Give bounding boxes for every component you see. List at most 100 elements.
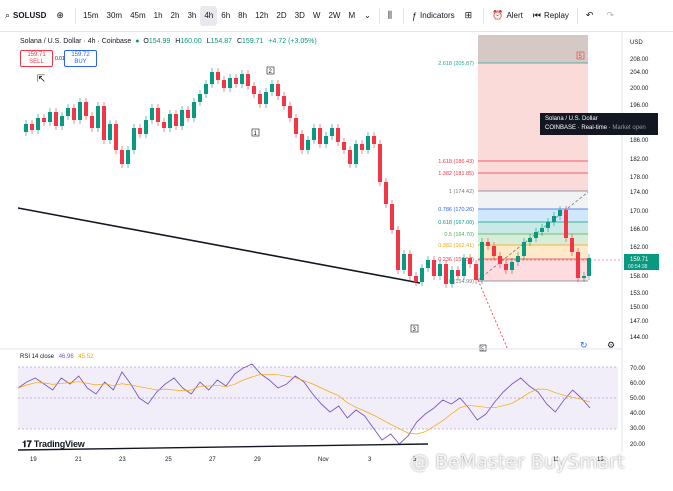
timeframe-1h[interactable]: 1h [153,11,163,20]
price-tick: 178.00 [630,175,649,181]
candle-body [192,102,196,118]
candle-body [258,94,262,104]
alert-label: Alert [506,11,523,20]
time-axis: 19 21 23 25 27 29 Nov 3 5 7 11 13 [0,452,620,468]
candle-body [276,84,280,96]
wave-label-box [266,66,275,75]
candle-body [558,210,562,216]
candle-body [408,254,412,276]
fib-label: 1.618 (186.43) [438,159,474,165]
symbol-search[interactable]: ⌕ SOLUSD [0,6,51,26]
timeframe-15m[interactable]: 15m [82,11,99,20]
tooltip-title: Solana / U.S. Dollar [545,116,598,122]
candle-body [240,74,244,84]
search-icon: ⌕ [5,10,11,20]
trendline[interactable] [17,207,421,284]
candle-body [66,108,70,116]
timeframe-2d[interactable]: 2D [276,11,287,20]
candle-body [312,128,316,140]
redo-button[interactable]: ↷ [601,6,622,26]
rsi-value: 46.96 [58,354,74,360]
replay-button[interactable]: ⏮ Replay [528,6,574,26]
candle-body [204,84,208,94]
wave-label-box [479,344,487,352]
indicators-button[interactable]: ƒ Indicators [407,6,460,26]
price-tick: 208.00 [630,57,649,63]
fib-zone [478,245,588,259]
price-axis: 208.00204.00200.00196.00190.00186.00182.… [630,57,649,341]
timeframe-2w[interactable]: 2W [328,11,341,20]
candle-body [564,210,568,238]
fib-zone [478,234,588,245]
fib-levels: 2.618 (205.87) 1.618 (186.43) 1.382 (181.8… [438,61,588,285]
candle-body [474,264,478,280]
magnet-icon[interactable]: ↻ [580,340,588,350]
candle-body [492,246,496,256]
timeframe-m[interactable]: M [348,11,356,20]
timeframe-2h[interactable]: 2h [170,11,180,20]
time-tick: 19 [30,457,37,463]
candle-body [186,110,190,118]
candle-body [360,144,364,150]
candle-body [60,116,64,126]
rsi-axis: 70.00 60.00 50.00 40.00 30.00 20.00 [630,366,646,448]
wave-label-box [576,51,585,60]
candle-body [78,102,82,120]
candle-body [504,264,508,270]
candle-body [168,114,172,128]
rsi-trendline[interactable] [17,443,429,451]
candle-body [270,84,274,92]
candle-body [582,276,586,278]
timeframe-8h[interactable]: 8h [238,11,248,20]
legend-title: Solana / U.S. Dollar · 4h · Coinbase [20,38,132,45]
candle-body [330,128,334,136]
settings-icon[interactable]: ⚙ [607,340,615,350]
buy-label: BUY [74,59,87,65]
candle-body [587,258,591,276]
sell-button[interactable]: 159.71 SELL [20,50,53,67]
rsi-tick: 20.00 [630,442,646,448]
price-chart[interactable]: USD 208.00204.00200.00196.00190.00186.00… [0,32,673,452]
buy-button[interactable]: 159.72 BUY [64,50,97,67]
wave-label-box [410,324,419,333]
price-tick: 153.00 [630,291,649,297]
countdown-value: 00:54:38 [628,264,648,270]
candle-body [384,182,388,204]
timeframe-6h[interactable]: 6h [221,11,231,20]
timeframe-3h[interactable]: 3h [187,11,197,20]
layouts-button[interactable]: ⊞ [460,6,481,26]
timeframe-30m[interactable]: 30m [106,11,123,20]
timeframe-3d[interactable]: 3D [294,11,305,20]
chart-type-button[interactable]: ⫼ [383,6,400,26]
tradingview-logo[interactable]: 𝟏𝟕 TradingView [22,439,85,450]
candle-body [156,108,160,122]
timeframe-w[interactable]: W [312,11,321,20]
alarm-icon: ⏰ [492,10,504,20]
candle-body [108,124,112,140]
candle-body [174,114,178,126]
candle-body [162,122,166,128]
candle-body [390,204,394,230]
cursor-icon[interactable]: ⇱ [37,74,46,85]
candle-body [150,108,154,120]
timeframe-dropdown[interactable]: ⌄ [359,6,376,26]
candle-body [402,254,406,270]
undo-button[interactable]: ↶ [581,6,602,26]
tooltip-detail: COINBASE · Real-time · Market open [545,125,646,131]
fib-retracement[interactable]: 2.618 (205.87) 1.618 (186.43) 1.382 (181.8… [438,35,588,285]
alert-button[interactable]: ⏰ Alert [487,6,528,26]
candle-body [72,108,76,120]
replay-label: Replay [544,11,569,20]
timeframe-12h[interactable]: 12h [255,11,269,20]
change-value: +4.72 (+3.05%) [268,38,317,45]
candle-body [180,110,184,126]
current-price-tag [624,254,659,270]
spread-value: 0.01 [55,56,65,62]
timeframe-45m[interactable]: 45m [130,11,146,20]
price-tick: 200.00 [630,86,649,92]
price-tick: 162.00 [630,245,649,251]
compare-button[interactable]: ⊕ [51,6,72,26]
candle-body [96,106,100,128]
timeframe-4h[interactable]: 4h [200,5,218,26]
buy-price: 159.72 [71,52,90,58]
